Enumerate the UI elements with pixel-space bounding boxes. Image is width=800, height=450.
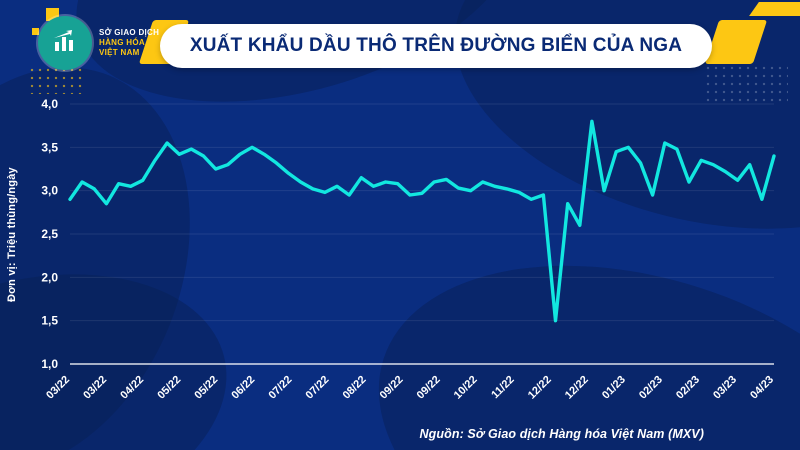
x-tick-label: 09/22 (378, 374, 406, 402)
dot-grid-decoration (704, 64, 788, 104)
x-tick-label: 12/22 (526, 374, 554, 402)
x-tick-label: 05/22 (155, 374, 183, 402)
x-tick-label: 04/23 (748, 374, 776, 402)
y-tick-label: 3,0 (41, 184, 58, 198)
x-tick-label: 05/22 (192, 374, 220, 402)
mxv-logo: SỞ GIAO DỊCH HÀNG HÓA VIỆT NAM (38, 16, 159, 70)
y-tick-label: 2,0 (41, 270, 58, 284)
mxv-logo-icon (38, 16, 92, 70)
x-tick-label: 12/22 (563, 374, 591, 402)
x-tick-label: 03/23 (711, 374, 739, 402)
x-tick-label: 04/22 (118, 374, 146, 402)
x-tick-label: 07/22 (304, 374, 332, 402)
x-tick-label: 11/22 (489, 374, 517, 402)
x-tick-label: 01/23 (600, 374, 628, 402)
mxv-logo-text: SỞ GIAO DỊCH HÀNG HÓA VIỆT NAM (99, 28, 159, 58)
yellow-corner-accent (749, 2, 800, 16)
chart-title-banner: XUẤT KHẨU DẦU THÔ TRÊN ĐƯỜNG BIỂN CỦA NG… (160, 24, 712, 68)
x-tick-label: 06/22 (229, 374, 257, 402)
y-tick-label: 1,0 (41, 357, 58, 371)
line-chart: 1,0 1,5 2,0 2,5 3,0 3,5 4,0 03/22 03/22 04/22 05/2… (41, 97, 776, 402)
chart-title: XUẤT KHẨU DẦU THÔ TRÊN ĐƯỜNG BIỂN CỦA NG… (189, 35, 683, 56)
source-attribution: Nguồn: Sở Giao dịch Hàng hóa Việt Nam (M… (419, 427, 704, 441)
y-tick-label: 1,5 (41, 314, 58, 328)
x-tick-label: 10/22 (452, 374, 480, 402)
x-tick-label: 03/22 (81, 374, 109, 402)
logo-line-3: VIỆT NAM (99, 48, 140, 57)
logo-line-1: SỞ GIAO DỊCH (99, 28, 160, 37)
logo-line-2: HÀNG HÓA (99, 38, 145, 47)
chart-area: 1,0 1,5 2,0 2,5 3,0 3,5 4,0 03/22 03/22 04/22 05/2… (0, 88, 800, 433)
x-tick-label: 02/23 (637, 374, 665, 402)
y-tick-label: 3,5 (41, 140, 58, 154)
x-tick-label: 07/22 (266, 374, 294, 402)
x-tick-label: 03/22 (44, 374, 72, 402)
y-tick-label: 2,5 (41, 227, 58, 241)
dot-grid-decoration (28, 66, 84, 94)
x-tick-label: 08/22 (341, 374, 369, 402)
y-tick-label: 4,0 (41, 97, 58, 111)
yellow-square-accent (32, 28, 39, 35)
x-tick-label: 02/23 (674, 374, 702, 402)
chart-line (68, 119, 776, 323)
x-tick-label: 09/22 (415, 374, 443, 402)
y-axis-title: Đơn vị: Triệu thùng/ngày (6, 167, 18, 303)
